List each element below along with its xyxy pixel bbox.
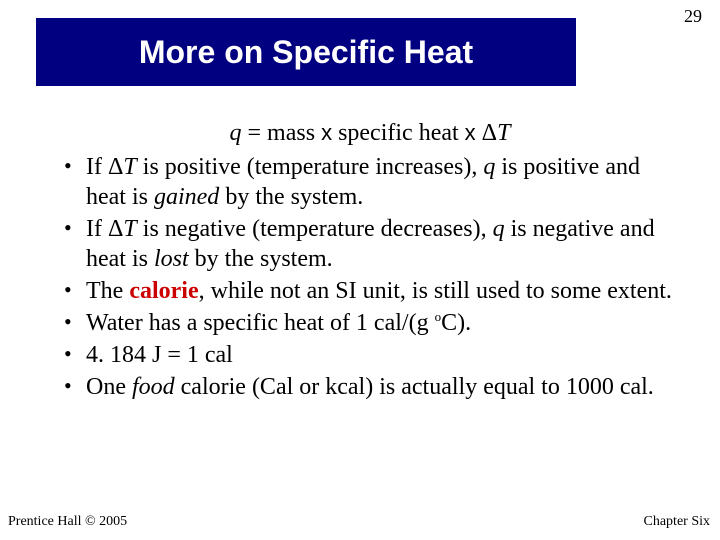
text: The [86, 278, 129, 304]
text: is positive (temperature increases), [137, 154, 484, 180]
text: Water has a specific heat of 1 cal/(g [86, 310, 435, 336]
footer-left: Prentice Hall © 2005 [8, 514, 127, 530]
formula-mid: specific heat [332, 120, 465, 146]
text: calorie (Cal or kcal) is actually equal … [175, 374, 654, 400]
formula-delta: Δ [482, 120, 497, 146]
footer-right: Chapter Six [644, 514, 711, 530]
list-item: Water has a specific heat of 1 cal/(g oC… [60, 308, 680, 338]
text: One [86, 374, 132, 400]
text-ital: T [123, 154, 136, 180]
text-ital: lost [154, 246, 189, 272]
text-ital: q [493, 216, 505, 242]
text-ital: food [132, 374, 175, 400]
text-ital: gained [154, 184, 219, 210]
formula-T: T [497, 120, 510, 146]
text: , while not an SI unit, is still used to… [199, 278, 672, 304]
text: 4. 184 J = 1 cal [86, 342, 233, 368]
text: by the system. [219, 184, 363, 210]
page-number: 29 [684, 6, 702, 27]
list-item: The calorie, while not an SI unit, is st… [60, 276, 680, 306]
text-highlight: calorie [129, 278, 198, 304]
list-item: 4. 184 J = 1 cal [60, 340, 680, 370]
title-bar: More on Specific Heat [36, 18, 576, 86]
formula: q = mass x specific heat x ΔT [60, 118, 680, 148]
text: C). [441, 310, 471, 336]
formula-eq: = mass [242, 120, 322, 146]
content-area: q = mass x specific heat x ΔT If ΔT is p… [60, 118, 680, 404]
text-ital: q [483, 154, 495, 180]
list-item: If ΔT is negative (temperature decreases… [60, 214, 680, 274]
formula-x1: x [321, 120, 332, 145]
formula-x2: x [465, 120, 476, 145]
text-ital: T [123, 216, 136, 242]
slide-title: More on Specific Heat [139, 34, 473, 71]
text: If Δ [86, 216, 123, 242]
list-item: One food calorie (Cal or kcal) is actual… [60, 372, 680, 402]
text: is negative (temperature decreases), [137, 216, 493, 242]
formula-q: q [230, 120, 242, 146]
text: If Δ [86, 154, 123, 180]
text: by the system. [189, 246, 333, 272]
bullet-list: If ΔT is positive (temperature increases… [60, 152, 680, 402]
list-item: If ΔT is positive (temperature increases… [60, 152, 680, 212]
